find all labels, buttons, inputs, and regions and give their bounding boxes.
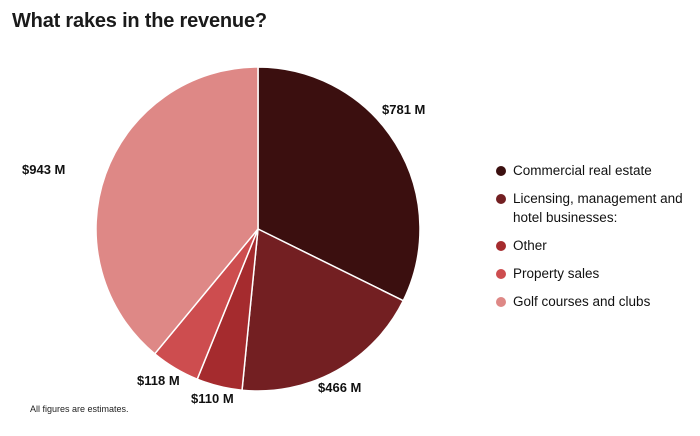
legend-swatch (496, 297, 506, 307)
slice-value-label: $118 M (137, 373, 180, 388)
legend-swatch (496, 269, 506, 279)
pie-slice-1 (257, 66, 421, 302)
pie-slice-5 (95, 66, 259, 355)
legend: Commercial real estate Licensing, managem… (496, 161, 683, 320)
legend-label: Licensing, management and hotel business… (513, 191, 683, 225)
pie-slice-2 (241, 227, 405, 392)
legend-item: Golf courses and clubs (496, 292, 683, 311)
slice-value-label: $110 M (191, 391, 234, 406)
slice-value-label: $943 M (22, 162, 65, 177)
legend-swatch (496, 194, 506, 204)
legend-item: Licensing, management and hotel business… (496, 189, 683, 227)
legend-label: Property sales (513, 266, 600, 281)
legend-swatch (496, 241, 506, 251)
legend-item: Property sales (496, 264, 683, 283)
legend-swatch (496, 166, 506, 176)
slice-value-label: $781 M (382, 102, 425, 117)
legend-item: Other (496, 236, 683, 255)
legend-label: Golf courses and clubs (513, 294, 651, 309)
legend-label: Commercial real estate (513, 163, 652, 178)
footnote: All figures are estimates. (30, 404, 129, 414)
legend-item: Commercial real estate (496, 161, 683, 180)
legend-label: Other (513, 238, 547, 253)
slice-value-label: $466 M (318, 380, 361, 395)
chart-title: What rakes in the revenue? (12, 10, 267, 32)
